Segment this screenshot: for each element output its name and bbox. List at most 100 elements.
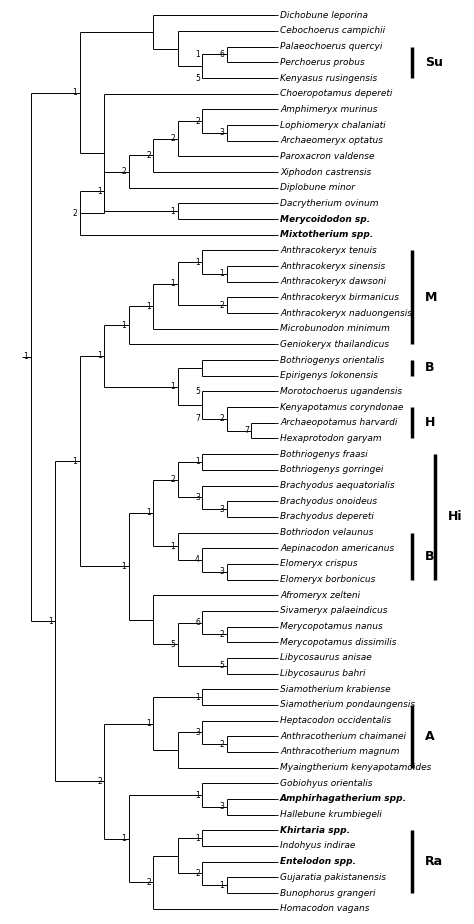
Text: 6: 6 [219, 50, 224, 59]
Text: Merycopotamus nanus: Merycopotamus nanus [280, 622, 383, 631]
Text: Anthracotherium magnum: Anthracotherium magnum [280, 748, 400, 757]
Text: Sivameryx palaeindicus: Sivameryx palaeindicus [280, 606, 388, 615]
Text: 2: 2 [195, 116, 200, 126]
Text: 1: 1 [171, 207, 175, 215]
Text: Morotochoerus ugandensis: Morotochoerus ugandensis [280, 387, 402, 396]
Text: Epirigenys lokonensis: Epirigenys lokonensis [280, 371, 378, 381]
Text: 2: 2 [219, 630, 224, 638]
Text: 1: 1 [97, 187, 102, 196]
Text: Myaingtherium kenyapotamoides: Myaingtherium kenyapotamoides [280, 763, 431, 772]
Text: Elomeryx borbonicus: Elomeryx borbonicus [280, 575, 375, 584]
Text: 1: 1 [48, 616, 53, 626]
Text: 5: 5 [219, 662, 224, 670]
Text: Mixtotherium spp.: Mixtotherium spp. [280, 230, 374, 239]
Text: 1: 1 [146, 508, 151, 517]
Text: 1: 1 [171, 382, 175, 391]
Text: Archaeopotamus harvardi: Archaeopotamus harvardi [280, 419, 398, 427]
Text: 1: 1 [73, 456, 77, 466]
Text: Anthracokeryx sinensis: Anthracokeryx sinensis [280, 261, 385, 271]
Text: 2: 2 [219, 301, 224, 310]
Text: Anthracokeryx tenuis: Anthracokeryx tenuis [280, 246, 377, 255]
Text: 2: 2 [219, 739, 224, 748]
Text: Anthracokeryx dawsoni: Anthracokeryx dawsoni [280, 277, 386, 286]
Text: Choeropotamus depereti: Choeropotamus depereti [280, 90, 392, 98]
Text: Siamotherium pondaungensis: Siamotherium pondaungensis [280, 700, 415, 710]
Text: Khirtaria spp.: Khirtaria spp. [280, 826, 350, 834]
Text: Brachyodus aequatorialis: Brachyodus aequatorialis [280, 481, 395, 490]
Text: Anthracokeryx birmanicus: Anthracokeryx birmanicus [280, 293, 399, 302]
Text: Anthracotherium chaimanei: Anthracotherium chaimanei [280, 732, 406, 741]
Text: Gujaratia pakistanensis: Gujaratia pakistanensis [280, 873, 386, 881]
Text: 7: 7 [195, 414, 200, 423]
Text: Bothriogenys fraasi: Bothriogenys fraasi [280, 450, 368, 458]
Text: 2: 2 [97, 776, 102, 785]
Text: 1: 1 [73, 88, 77, 97]
Text: Indohyus indirae: Indohyus indirae [280, 842, 356, 850]
Text: 1: 1 [219, 270, 224, 278]
Text: 1: 1 [195, 833, 200, 843]
Text: Amphirhagatherium spp.: Amphirhagatherium spp. [280, 795, 407, 804]
Text: 2: 2 [122, 167, 127, 176]
Text: 2: 2 [195, 869, 200, 878]
Text: 1: 1 [146, 302, 151, 310]
Text: Ra: Ra [425, 856, 443, 869]
Text: 2: 2 [171, 134, 175, 143]
Text: 1: 1 [171, 541, 175, 551]
Text: 4: 4 [195, 555, 200, 565]
Text: Brachyodus onoideus: Brachyodus onoideus [280, 497, 377, 505]
Text: 3: 3 [195, 492, 200, 502]
Text: Dacrytherium ovinum: Dacrytherium ovinum [280, 199, 379, 208]
Text: 5: 5 [195, 74, 200, 82]
Text: Cebochoerus campichii: Cebochoerus campichii [280, 27, 385, 35]
Text: 3: 3 [195, 728, 200, 736]
Text: 2: 2 [146, 878, 151, 887]
Text: Afromeryx zelteni: Afromeryx zelteni [280, 590, 360, 600]
Text: Microbunodon minimum: Microbunodon minimum [280, 324, 390, 334]
Text: Bothriogenys orientalis: Bothriogenys orientalis [280, 356, 384, 365]
Text: A: A [425, 730, 434, 743]
Text: 1: 1 [122, 562, 127, 571]
Text: Entelodon spp.: Entelodon spp. [280, 857, 356, 866]
Text: Dichobune leporina: Dichobune leporina [280, 11, 368, 19]
Text: 2: 2 [73, 209, 77, 217]
Text: 6: 6 [195, 618, 200, 627]
Text: Brachyodus depereti: Brachyodus depereti [280, 512, 374, 521]
Text: H: H [425, 417, 435, 430]
Text: B: B [425, 361, 434, 374]
Text: Anthracokeryx naduongensis: Anthracokeryx naduongensis [280, 309, 412, 318]
Text: Merycopotamus dissimilis: Merycopotamus dissimilis [280, 638, 397, 647]
Text: Aepinacodon americanus: Aepinacodon americanus [280, 543, 394, 553]
Text: 3: 3 [219, 567, 224, 577]
Text: 1: 1 [195, 457, 200, 467]
Text: 1: 1 [171, 279, 175, 288]
Text: 3: 3 [219, 802, 224, 811]
Text: Hexaprotodon garyam: Hexaprotodon garyam [280, 434, 382, 443]
Text: 1: 1 [195, 791, 200, 799]
Text: Hallebune krumbiegeli: Hallebune krumbiegeli [280, 810, 382, 820]
Text: Bunophorus grangeri: Bunophorus grangeri [280, 889, 375, 897]
Text: Libycosaurus bahri: Libycosaurus bahri [280, 669, 365, 678]
Text: 1: 1 [195, 693, 200, 701]
Text: Merycoidodon sp.: Merycoidodon sp. [280, 214, 370, 224]
Text: Gobiohyus orientalis: Gobiohyus orientalis [280, 779, 373, 788]
Text: Lophiomeryx chalaniati: Lophiomeryx chalaniati [280, 120, 386, 129]
Text: Kenyasus rusingensis: Kenyasus rusingensis [280, 74, 377, 82]
Text: Paroxacron valdense: Paroxacron valdense [280, 152, 374, 161]
Text: 5: 5 [195, 387, 200, 396]
Text: Hi: Hi [447, 510, 462, 523]
Text: Bothriogenys gorringei: Bothriogenys gorringei [280, 466, 383, 474]
Text: 2: 2 [219, 414, 224, 423]
Text: 1: 1 [219, 881, 224, 890]
Text: 3: 3 [219, 128, 224, 138]
Text: Heptacodon occidentalis: Heptacodon occidentalis [280, 716, 391, 725]
Text: Palaeochoerus quercyi: Palaeochoerus quercyi [280, 43, 383, 51]
Text: 1: 1 [24, 352, 28, 361]
Text: 3: 3 [219, 505, 224, 514]
Text: 2: 2 [146, 151, 151, 160]
Text: 1: 1 [97, 351, 102, 360]
Text: B: B [425, 550, 434, 563]
Text: Xiphodon castrensis: Xiphodon castrensis [280, 167, 371, 176]
Text: Amphimeryx murinus: Amphimeryx murinus [280, 104, 378, 114]
Text: Elomeryx crispus: Elomeryx crispus [280, 559, 358, 568]
Text: Siamotherium krabiense: Siamotherium krabiense [280, 685, 391, 694]
